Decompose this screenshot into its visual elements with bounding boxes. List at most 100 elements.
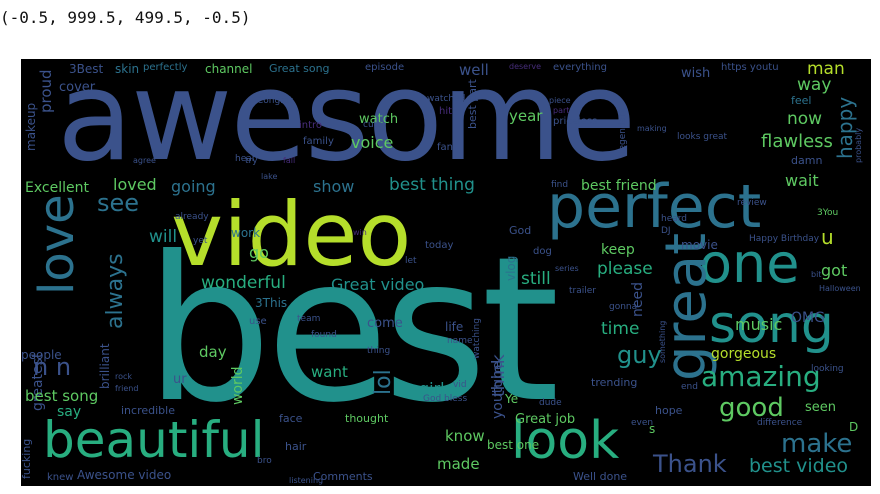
word-seen: seen [805, 400, 837, 415]
word-omg: OMG [791, 310, 825, 326]
word-watch: watch [359, 112, 399, 127]
word-work: work [231, 226, 261, 240]
word-something: something [658, 320, 667, 363]
word-man: man [807, 59, 845, 79]
word-even: even [631, 418, 654, 428]
word-feel: feel [791, 94, 812, 107]
word-difference: difference [757, 418, 803, 428]
word-part: part [553, 106, 570, 115]
word-name: name [447, 336, 473, 346]
word-u: u [821, 225, 834, 249]
word-beautiful: beautiful [43, 411, 265, 469]
word-already: already [175, 212, 209, 222]
word-bit: bit [811, 270, 822, 279]
word-wonderful: wonderful [201, 273, 286, 293]
word-skin: skin [115, 62, 140, 76]
word-time: time [601, 319, 640, 339]
word-voice: voice [351, 133, 394, 152]
word-well-done: Well done [573, 470, 628, 483]
word-best-video: best video [749, 455, 849, 477]
word-cover: cover [59, 80, 96, 95]
word-best-thing: best thing [389, 175, 475, 195]
word-great-song: Great song [269, 62, 330, 75]
word-hit: hit [439, 106, 453, 117]
word-god: God [509, 224, 532, 237]
word-https-youtu: https youtu [721, 62, 779, 73]
word-best-friend: best friend [581, 178, 657, 194]
word-friend: friend [115, 384, 139, 393]
word-congrat: Congrat [257, 96, 293, 106]
word-intro: intro [299, 120, 323, 131]
word-lol: lol [371, 369, 396, 395]
word-legendary: legendary [618, 107, 628, 153]
word-god-bless: God bless [423, 394, 468, 404]
word-proud: proud [37, 69, 55, 113]
word-ye: Ye [505, 392, 519, 406]
word-three-you: 3You [817, 208, 839, 218]
word-dude: dude [539, 398, 562, 408]
word-keep: keep [601, 242, 635, 258]
word-gonna: gonna [609, 302, 638, 312]
word-girl: girl [419, 379, 445, 398]
word-review: review [737, 198, 767, 208]
word-video: video [171, 183, 412, 286]
word-still: still [521, 269, 551, 289]
word-makeup: makeup [24, 102, 38, 151]
word-see: see [97, 189, 140, 217]
word-hear: hear [235, 154, 256, 164]
word-making: making [637, 124, 667, 133]
word-please: please [597, 259, 653, 279]
word-will: will [149, 227, 178, 247]
word-thought: thought [345, 412, 389, 425]
word-best-one: best one [487, 438, 540, 452]
word-episode: episode [365, 62, 405, 73]
word-looks-great: looks great [677, 132, 728, 142]
word-yet: yet [193, 236, 208, 246]
word-now: now [787, 109, 823, 129]
word-perfect: perfect [547, 172, 762, 242]
word-today: today [425, 240, 454, 251]
word-ur: ur [173, 372, 187, 387]
word-thank: Thank [653, 450, 727, 478]
word-great-video: Great video [331, 275, 425, 294]
word-dog: dog [533, 246, 552, 257]
word-vid: vid [453, 380, 467, 390]
word-fan: fan [437, 142, 453, 153]
word-way: way [797, 75, 832, 95]
word-come: come [367, 316, 403, 331]
word-cloud-image: awesome best video perfect one song beau… [21, 59, 871, 486]
word-music: music [735, 315, 783, 334]
word-made: made [437, 455, 480, 473]
word-one: one [699, 232, 800, 295]
word-got: got [821, 261, 848, 280]
word-brilliant: brilliant [98, 343, 112, 389]
word-year: year [509, 107, 543, 125]
word-three-this: 3This [255, 296, 288, 310]
word-say: say [57, 404, 82, 420]
word-trailer: trailer [569, 286, 596, 296]
word-amazing: amazing [701, 360, 821, 393]
word-best-part: best part [466, 79, 479, 129]
word-three-best: 3Best [69, 62, 104, 76]
word-movie: movie [681, 238, 718, 252]
word-well: well [459, 61, 489, 79]
word-everything: everything [553, 62, 607, 73]
word-show: show [313, 177, 355, 196]
word-great-job: Great job [515, 412, 576, 427]
word-bro: bro [257, 456, 272, 466]
word-gorgeous: gorgeous [711, 346, 777, 362]
word-watched: watched [427, 94, 466, 104]
word-people: people [21, 348, 62, 362]
word-knew: knew [47, 472, 74, 483]
word-happy-birthday: Happy Birthday [749, 234, 820, 244]
word-priceless: priceless [553, 116, 598, 127]
word-family: family [303, 136, 334, 147]
word-song: song [709, 295, 834, 355]
word-deserve: deserve [509, 62, 542, 71]
word-cute: cute [363, 120, 383, 130]
word-make: make [781, 429, 853, 459]
word-end: end [681, 382, 698, 392]
word-looking: looking [811, 364, 844, 374]
word-piece: piece [549, 96, 571, 105]
word-incredible: incredible [121, 404, 175, 417]
